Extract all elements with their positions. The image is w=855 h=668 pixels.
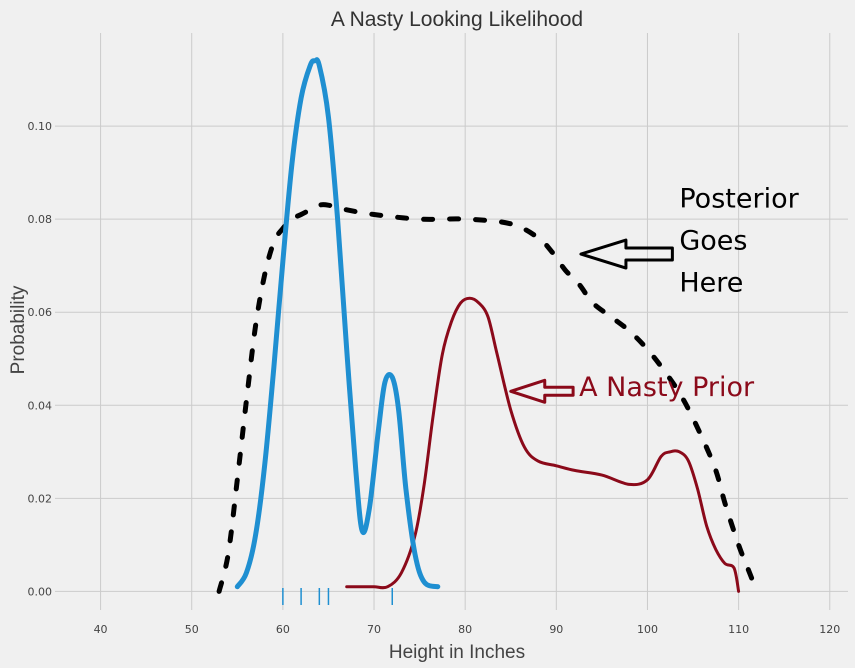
y-tick-label: 0.00 (28, 585, 53, 598)
posterior-annotation-line: Here (679, 267, 743, 298)
prior-annotation: A Nasty Prior (579, 372, 755, 403)
y-tick-label: 0.04 (28, 399, 53, 412)
x-axis-title: Height in Inches (389, 642, 525, 663)
posterior-arrow (579, 238, 674, 270)
prior-line (345, 296, 741, 593)
prior-arrow (509, 378, 575, 404)
posterior-dashed-line (216, 202, 760, 594)
y-axis-title: Probability (8, 285, 29, 374)
x-tick-label: 90 (549, 623, 563, 636)
posterior-annotation-line: Posterior (679, 183, 799, 214)
x-tick-label: 80 (458, 623, 472, 636)
x-tick-label: 100 (637, 623, 658, 636)
x-tick-label: 50 (185, 623, 199, 636)
plot-area: 40 50 60 70 80 90 100 110 120 0.00 0.02 0.04 0.06 0.0… (28, 33, 848, 636)
chart-title: A Nasty Looking Likelihood (331, 8, 583, 31)
x-tick-label: 120 (819, 623, 840, 636)
y-tick-label: 0.08 (28, 213, 53, 226)
likelihood-line (234, 57, 441, 590)
x-tick-label: 70 (367, 623, 381, 636)
x-tick-label: 60 (276, 623, 290, 636)
x-tick-label: 40 (94, 623, 108, 636)
x-tick-label: 110 (728, 623, 749, 636)
posterior-annotation-line: Goes (679, 225, 747, 256)
y-tick-label: 0.06 (28, 306, 53, 319)
y-tick-label: 0.10 (28, 120, 53, 133)
y-tick-label: 0.02 (28, 492, 53, 505)
